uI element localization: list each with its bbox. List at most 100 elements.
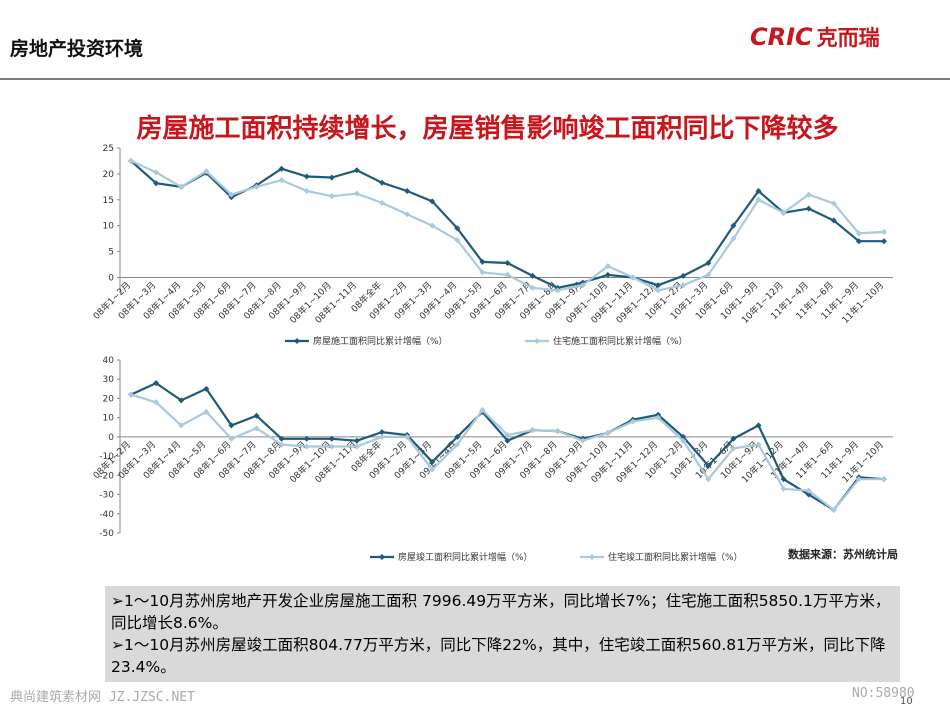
- legend-marker: [534, 338, 540, 344]
- point: [805, 191, 812, 198]
- point: [278, 435, 285, 442]
- point: [328, 435, 335, 442]
- point: [554, 428, 561, 435]
- slide-title: 房屋施工面积持续增长，房屋销售影响竣工面积同比下降较多: [136, 114, 839, 144]
- y-tick-label: 40: [103, 356, 115, 366]
- point: [504, 431, 511, 438]
- point: [780, 209, 787, 216]
- point: [755, 441, 762, 448]
- y-tick-label: 5: [108, 248, 114, 258]
- point: [479, 269, 486, 276]
- legend-marker: [589, 554, 595, 560]
- point: [755, 422, 762, 429]
- y-tick-label: 20: [103, 170, 115, 180]
- doc-number: NO:58980: [852, 686, 915, 701]
- logo-cn: 克而瑞: [816, 26, 880, 50]
- point: [604, 271, 611, 278]
- point: [353, 167, 360, 174]
- point: [830, 506, 837, 513]
- point: [303, 187, 310, 194]
- point: [705, 462, 712, 469]
- point: [705, 271, 712, 278]
- point: [278, 177, 285, 184]
- watermark: 典尚建筑素材网 JZ.JZSC.NET: [10, 690, 195, 705]
- point: [579, 282, 586, 289]
- point: [429, 198, 436, 205]
- point: [303, 435, 310, 442]
- point: [328, 193, 335, 200]
- point: [379, 199, 385, 206]
- y-tick-label: 0: [108, 433, 114, 443]
- point: [253, 412, 260, 419]
- point: [353, 437, 360, 444]
- point: [278, 441, 285, 448]
- legend-label: 住宅竣工面积同比累计增幅（%）: [608, 551, 743, 563]
- legend-label: 住宅施工面积同比累计增幅（%）: [553, 335, 688, 347]
- summary-box: ➢1～10月苏州房地产开发企业房屋施工面积 7996.49万平方米，同比增长7%…: [105, 586, 900, 682]
- y-tick-label: 10: [103, 414, 115, 424]
- point: [881, 476, 887, 483]
- point: [228, 435, 235, 442]
- point: [379, 429, 385, 436]
- point: [153, 169, 160, 176]
- y-tick-label: -10: [99, 452, 114, 462]
- series-line: [130, 159, 885, 292]
- point: [630, 274, 636, 281]
- point: [579, 437, 586, 444]
- point: [604, 263, 611, 270]
- point: [454, 433, 461, 440]
- y-tick-label: 30: [103, 375, 115, 385]
- point: [604, 430, 611, 437]
- point: [655, 282, 662, 289]
- point: [830, 200, 837, 207]
- point: [705, 476, 712, 483]
- point: [128, 391, 134, 398]
- point: [881, 228, 887, 235]
- point: [655, 287, 662, 294]
- point: [755, 187, 762, 194]
- point: [404, 187, 411, 194]
- y-tick-label: 15: [103, 196, 114, 206]
- y-tick-label: -30: [99, 491, 114, 501]
- point: [178, 422, 185, 429]
- point: [630, 418, 636, 425]
- point: [404, 433, 411, 440]
- point: [529, 427, 536, 434]
- point: [328, 443, 335, 450]
- legend-label: 房屋竣工面积同比累计增幅（%）: [398, 551, 533, 563]
- page-number: 10: [900, 696, 913, 707]
- y-tick-label: 0: [108, 273, 114, 283]
- source: 数据来源：苏州统计局: [788, 548, 898, 561]
- point: [203, 168, 210, 175]
- logo: CRIC 克而瑞: [750, 22, 880, 52]
- point: [730, 445, 737, 452]
- point: [780, 476, 787, 483]
- point: [203, 385, 210, 392]
- y-tick-label: -40: [99, 510, 114, 520]
- x-tick-label: 08年1~11月: [312, 279, 359, 326]
- point: [830, 217, 837, 224]
- point: [805, 205, 812, 212]
- point: [730, 435, 737, 442]
- point: [504, 271, 511, 278]
- point: [479, 258, 486, 265]
- x-tick-label: 11年1~10月: [839, 279, 886, 326]
- point: [253, 425, 260, 432]
- charts: 051015202508年1~2月08年1~3月08年1~4月08年1~5月08…: [90, 144, 893, 563]
- y-tick-label: -50: [99, 529, 114, 539]
- point: [153, 399, 160, 406]
- header-rule: [0, 78, 950, 80]
- point: [855, 476, 862, 483]
- point: [379, 179, 385, 186]
- legend-label: 房屋施工面积同比累计增幅（%）: [313, 335, 448, 347]
- point: [278, 165, 285, 172]
- point: [303, 443, 310, 450]
- point: [504, 259, 511, 266]
- point: [730, 235, 737, 242]
- point: [705, 259, 712, 266]
- bullet: ➢1～10月苏州房屋竣工面积804.77万平方米，同比下降22%，其中，住宅竣工…: [111, 636, 886, 676]
- point: [855, 230, 862, 237]
- point: [203, 408, 210, 415]
- point: [379, 433, 385, 440]
- point: [655, 414, 662, 421]
